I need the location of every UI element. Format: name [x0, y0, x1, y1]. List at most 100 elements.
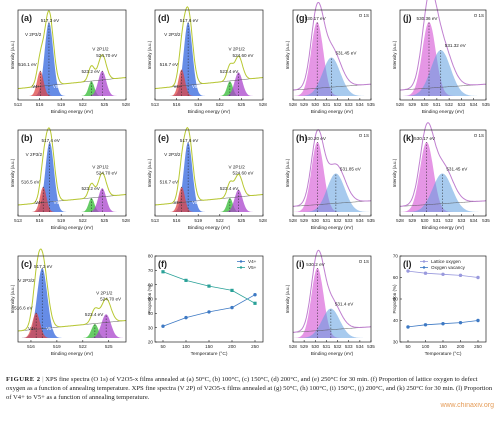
watermark: www.chinaxiv.org	[440, 402, 494, 409]
x-axis-label-h: Binding energy (eV)	[311, 225, 354, 231]
peak-label-d: 516.7 eV	[160, 62, 179, 67]
data-point-f-0	[230, 305, 234, 310]
y-tick-label-f: 40	[148, 311, 154, 316]
legend-marker-l-1	[422, 266, 426, 269]
peak-v5-a	[18, 22, 126, 96]
data-point-l-0	[476, 275, 480, 280]
plot-frame-b	[17, 129, 127, 217]
y-tick-label-f: 60	[148, 282, 154, 287]
envelope-line-j	[399, 0, 486, 91]
panel-e: (e) Intensity (a.u.) Binding energy (eV) 51…	[147, 126, 267, 231]
x-tick-label-c: 525	[105, 344, 113, 349]
x-tick-label-i: 535	[367, 344, 375, 349]
x-tick-label-g: 533	[345, 102, 353, 107]
x-tick-label-j: 531	[433, 102, 441, 107]
panel-c: (c) Intensity (a.u.) Binding energy (eV) 51…	[10, 248, 127, 357]
x-tick-label-l: 50	[405, 344, 411, 349]
data-point-f-1	[207, 284, 211, 288]
x-tick-label-d: 513	[151, 102, 159, 107]
x-tick-label-d: 528	[259, 102, 267, 107]
peak-label-a: V 2P3/2	[25, 32, 42, 37]
envelope-line-c	[17, 248, 127, 332]
valence-label-a: V5+	[53, 84, 61, 89]
x-tick-label-b: 519	[57, 218, 65, 223]
peak-v5-c	[18, 268, 126, 338]
core-level-label-j: O 1S	[474, 13, 484, 18]
plot-frame-i	[292, 255, 372, 343]
x-tick-label-j: 534	[470, 102, 478, 107]
legend-marker-f-1	[239, 266, 243, 269]
envelope-line-k	[399, 122, 486, 207]
envelope-line-a	[17, 9, 127, 90]
peak-label-j: 530.36 eV	[417, 16, 439, 21]
data-point-f-0	[161, 324, 165, 328]
y-tick-label-l: 40	[393, 318, 399, 323]
panel-label-i: (i)	[296, 259, 305, 269]
x-tick-label-h: 533	[345, 218, 353, 223]
peak-lattice-oxygen-j	[400, 22, 486, 97]
x-tick-label-b: 522	[79, 218, 87, 223]
x-axis-label-c: Binding energy (eV)	[51, 351, 94, 357]
x-tick-label-f: 250	[251, 344, 259, 349]
figure-grid: (a) Intensity (a.u.) Binding energy (eV) 51…	[10, 0, 490, 357]
panel-label-f: (f)	[158, 259, 167, 269]
valence-label-d: V5+	[192, 84, 200, 89]
peak-label-d: 524.60 eV	[233, 53, 255, 58]
y-tick-label-f: 70	[148, 268, 154, 273]
peak-label-i: 531.4 eV	[335, 302, 354, 307]
y-axis-label-k: Intensity (a.u.)	[392, 158, 397, 187]
peak-label-e: 523.4 eV	[220, 186, 239, 191]
x-tick-label-a: 513	[14, 102, 22, 107]
x-tick-label-d: 519	[194, 102, 202, 107]
caption-text: XPS fine spectra (O 1s) of V2O5-x films …	[6, 376, 493, 401]
data-point-f-1	[161, 270, 165, 274]
panel-label-e: (e)	[158, 133, 169, 143]
envelope-line-i	[292, 249, 371, 333]
x-tick-label-f: 100	[182, 344, 190, 349]
panel-label-a: (a)	[21, 13, 32, 23]
data-point-f-1	[230, 288, 234, 292]
peak-v4-b	[18, 186, 126, 212]
data-point-f-0	[207, 310, 211, 314]
envelope-line-d	[154, 6, 264, 90]
legend-marker-f-0	[239, 260, 243, 263]
x-tick-label-i: 533	[345, 344, 353, 349]
x-tick-label-l: 150	[439, 344, 447, 349]
data-point-l-0	[406, 269, 410, 273]
peak-oxygen-vacancy-g	[293, 57, 371, 96]
peak-label-d: 523.4 eV	[220, 69, 239, 74]
panel-label-g: (g)	[296, 13, 308, 23]
x-axis-label-i: Binding energy (eV)	[311, 351, 354, 357]
x-tick-label-k: 532	[445, 218, 453, 223]
data-point-l-0	[423, 271, 428, 275]
x-tick-label-h: 528	[289, 218, 297, 223]
y-axis-label-a: Intensity (a.u.)	[10, 40, 15, 69]
x-tick-label-e: 522	[216, 218, 224, 223]
panel-label-j: (j)	[403, 13, 412, 23]
x-tick-label-j: 530	[421, 102, 429, 107]
panel-d: (d) Intensity (a.u.) Binding energy (eV) 51…	[147, 6, 267, 115]
peak-label-a: 516.1 eV	[18, 62, 37, 67]
envelope-line-g	[293, 2, 371, 91]
x-axis-label-d: Binding energy (eV)	[188, 109, 231, 115]
peak-label-j: 531.32 eV	[445, 43, 467, 48]
x-tick-label-f: 200	[228, 344, 236, 349]
peak-label-b: 523.2 eV	[81, 186, 100, 191]
data-point-l-0	[458, 273, 463, 278]
envelope-line-e	[154, 126, 264, 206]
peak-lattice-oxygen-i	[293, 268, 371, 338]
x-tick-label-b: 513	[14, 218, 22, 223]
peak-v4-d	[155, 69, 263, 96]
x-axis-label-f: Temperature (°C)	[191, 351, 228, 357]
plot-frame-e	[154, 129, 264, 217]
plot-frame-a	[17, 9, 127, 101]
x-tick-label-i: 531	[323, 344, 331, 349]
x-tick-label-h: 535	[367, 218, 375, 223]
peak-label-a: V 2P1/2	[92, 47, 109, 52]
x-tick-label-j: 532	[445, 102, 453, 107]
peak-label-a: 517.3 eV	[41, 18, 60, 23]
peak-label-b: 517.4 eV	[41, 138, 60, 143]
panel-b: (b) Intensity (a.u.) Binding energy (eV) 51…	[10, 127, 130, 231]
y-tick-label-l: 30	[393, 340, 399, 345]
x-axis-label-j: Binding energy (eV)	[422, 109, 465, 115]
